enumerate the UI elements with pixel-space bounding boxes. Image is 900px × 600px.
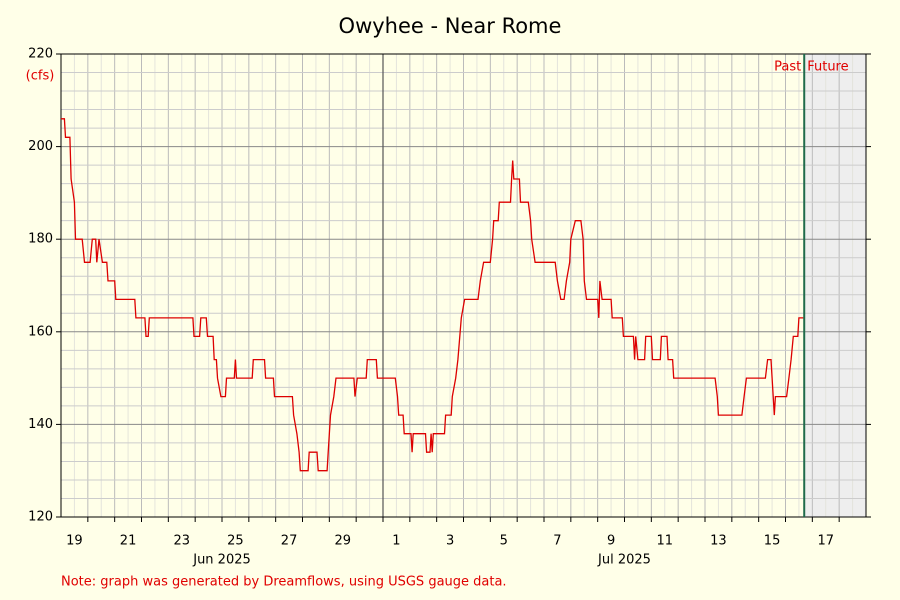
y-tick-label: 160 [28, 324, 53, 339]
y-tick-label: 140 [28, 417, 53, 432]
future-label: Future [807, 60, 848, 75]
y-tick-label: 180 [28, 232, 53, 247]
note: Note: graph was generated by Dreamflows,… [61, 575, 507, 590]
plot-frame [60, 53, 867, 518]
x-tick-label: 15 [764, 534, 781, 549]
month-label: Jul 2025 [597, 553, 651, 568]
chart-title: Owyhee - Near Rome [339, 14, 562, 38]
month-label: Jun 2025 [192, 553, 251, 568]
x-tick-label: 11 [656, 534, 673, 549]
future-area [804, 54, 866, 517]
y-unit: (cfs) [26, 69, 55, 84]
y-tick-label: 220 [28, 47, 53, 62]
x-tick-label: 29 [334, 534, 351, 549]
flow-line [61, 118, 804, 472]
y-tick-label: 120 [28, 510, 53, 525]
x-tick-label: 13 [710, 534, 727, 549]
y-tick-label: 200 [28, 139, 53, 154]
x-tick-label: 25 [227, 534, 244, 549]
x-tick-label: 27 [281, 534, 298, 549]
x-tick-label: 1 [392, 534, 400, 549]
x-tick-label: 5 [500, 534, 508, 549]
x-tick-label: 7 [553, 534, 561, 549]
past-label: Past [774, 60, 801, 75]
x-tick-label: 21 [120, 534, 137, 549]
x-tick-label: 19 [66, 534, 83, 549]
x-tick-label: 3 [446, 534, 454, 549]
x-tick-label: 9 [607, 534, 615, 549]
x-tick-label: 23 [173, 534, 190, 549]
x-tick-label: 17 [817, 534, 834, 549]
